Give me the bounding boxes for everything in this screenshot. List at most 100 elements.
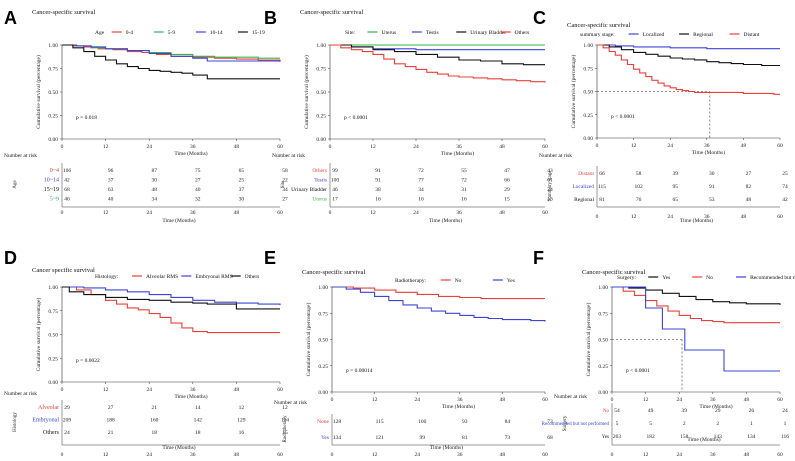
risk-count: 72 (418, 168, 424, 174)
risk-count: 37 (108, 178, 114, 184)
risk-count: 100 (418, 419, 427, 425)
risk-count: 40 (108, 197, 114, 203)
x-tick-label: 12 (370, 144, 376, 150)
risk-row-label: Yes (321, 435, 329, 441)
legend-label: Testis (426, 30, 439, 36)
risk-time-label: 24 (676, 452, 682, 458)
x-tick-label: 48 (499, 144, 505, 150)
risk-time-label: 36 (710, 452, 716, 458)
x-axis-label: Time (Months) (442, 403, 475, 410)
y-tick-label: 0.75 (48, 67, 58, 73)
y-tick-label: 0.00 (48, 137, 58, 143)
panel-letter: C (533, 8, 546, 28)
chart-panel-e: E Cancer-specific survival Radiotherapy: No… (264, 248, 553, 458)
x-tick-label: 48 (741, 143, 747, 149)
x-tick-label: 0 (61, 387, 64, 393)
y-tick-label: 0.25 (318, 364, 328, 370)
panel-letter: E (264, 248, 276, 268)
risk-row-label: Localized (572, 184, 594, 190)
x-tick-label: 36 (190, 144, 196, 150)
risk-count: 14 (195, 405, 201, 411)
risk-count: 63 (108, 187, 114, 193)
survival-curve-no (332, 286, 545, 300)
risk-time-label: 24 (146, 452, 152, 458)
risk-count: 102 (634, 184, 643, 190)
chart-panel-c: C Cancer-specific survival summary stage: L… (533, 8, 788, 224)
risk-count: 47 (504, 168, 510, 174)
risk-row-label: Others (43, 430, 60, 436)
risk-count: 128 (333, 419, 342, 425)
y-tick-label: 0.00 (48, 380, 58, 386)
risk-count: 46 (64, 197, 70, 203)
risk-count: 95 (672, 184, 678, 190)
risk-time-label: 0 (596, 214, 599, 220)
risk-count: 27 (282, 197, 288, 203)
risk-count: 43 (547, 168, 553, 174)
risk-count: 82 (746, 184, 752, 190)
legend-label: No (706, 275, 713, 281)
x-tick-label: 24 (146, 387, 152, 393)
risk-count: 2 (716, 421, 719, 427)
risk-row-label: Embryonal (32, 418, 59, 424)
risk-count: 22 (282, 178, 288, 184)
legend-title: Site: (345, 30, 356, 36)
risk-count: 160 (150, 418, 159, 424)
legend-label: Yes (507, 278, 515, 284)
x-tick-label: 60 (277, 144, 283, 150)
risk-time-label: 48 (234, 452, 240, 458)
risk-count: 26 (749, 408, 755, 414)
risk-table-title: Number at risk (539, 153, 572, 159)
y-tick-label: 0.50 (598, 338, 608, 344)
risk-count: 16 (375, 197, 381, 203)
y-tick-label: 0.50 (318, 338, 328, 344)
risk-count: 29 (715, 408, 721, 414)
risk-row-label: None (317, 419, 329, 425)
risk-time-label: 24 (667, 214, 673, 220)
risk-count: 66 (504, 178, 510, 184)
risk-count: 93 (462, 419, 468, 425)
risk-time-label: 12 (103, 210, 109, 216)
risk-count: 77 (418, 178, 424, 184)
x-axis-label: Time (Months) (692, 149, 725, 156)
y-tick-label: 0.25 (598, 364, 608, 370)
risk-count: 65 (672, 197, 678, 203)
survival-curve-localized (597, 44, 780, 50)
chart-panel-b: B Cancer-specific survival Site: Uterus Test… (264, 8, 553, 224)
risk-count: 114 (281, 418, 289, 424)
risk-count: 106 (63, 168, 72, 174)
risk-xlabel: Time (Months) (162, 217, 195, 224)
risk-count: 81 (462, 435, 468, 441)
risk-count: 158 (680, 434, 689, 440)
risk-count: 42 (64, 178, 70, 184)
risk-row-label: 0~4 (50, 168, 59, 174)
legend-label: Recommended but not performed (750, 274, 795, 281)
legend-title: Age (95, 30, 105, 36)
x-tick-label: 0 (331, 397, 334, 403)
risk-count: 40 (195, 187, 201, 193)
risk-count: 1 (784, 421, 787, 427)
y-tick-label: 1.00 (48, 285, 58, 291)
y-tick-label: 1.00 (583, 43, 593, 49)
legend-label: Alveolar RMS (146, 274, 178, 280)
risk-row-label: Testis (314, 178, 327, 184)
x-tick-label: 24 (676, 397, 682, 403)
risk-count: 37 (239, 187, 245, 193)
risk-count: 1 (750, 421, 753, 427)
chart-title: Cancer-specific survival (32, 9, 95, 16)
risk-count: 15 (504, 197, 510, 203)
survival-curve-15-19 (62, 44, 280, 80)
risk-time-label: 12 (631, 214, 637, 220)
y-tick-label: 0.50 (48, 333, 58, 339)
risk-count: 65 (239, 168, 245, 174)
risk-count: 5 (649, 421, 652, 427)
x-axis-label: Time (Months) (699, 403, 732, 410)
risk-time-label: 36 (457, 452, 463, 458)
risk-time-label: 0 (331, 452, 334, 458)
x-tick-label: 60 (277, 387, 283, 393)
y-tick-label: 0.00 (598, 390, 608, 396)
risk-count: 30 (239, 197, 245, 203)
x-tick-label: 24 (146, 144, 152, 150)
survival-curve-recommended-but-not-performed (612, 286, 780, 372)
y-tick-label: 0.75 (316, 67, 326, 73)
